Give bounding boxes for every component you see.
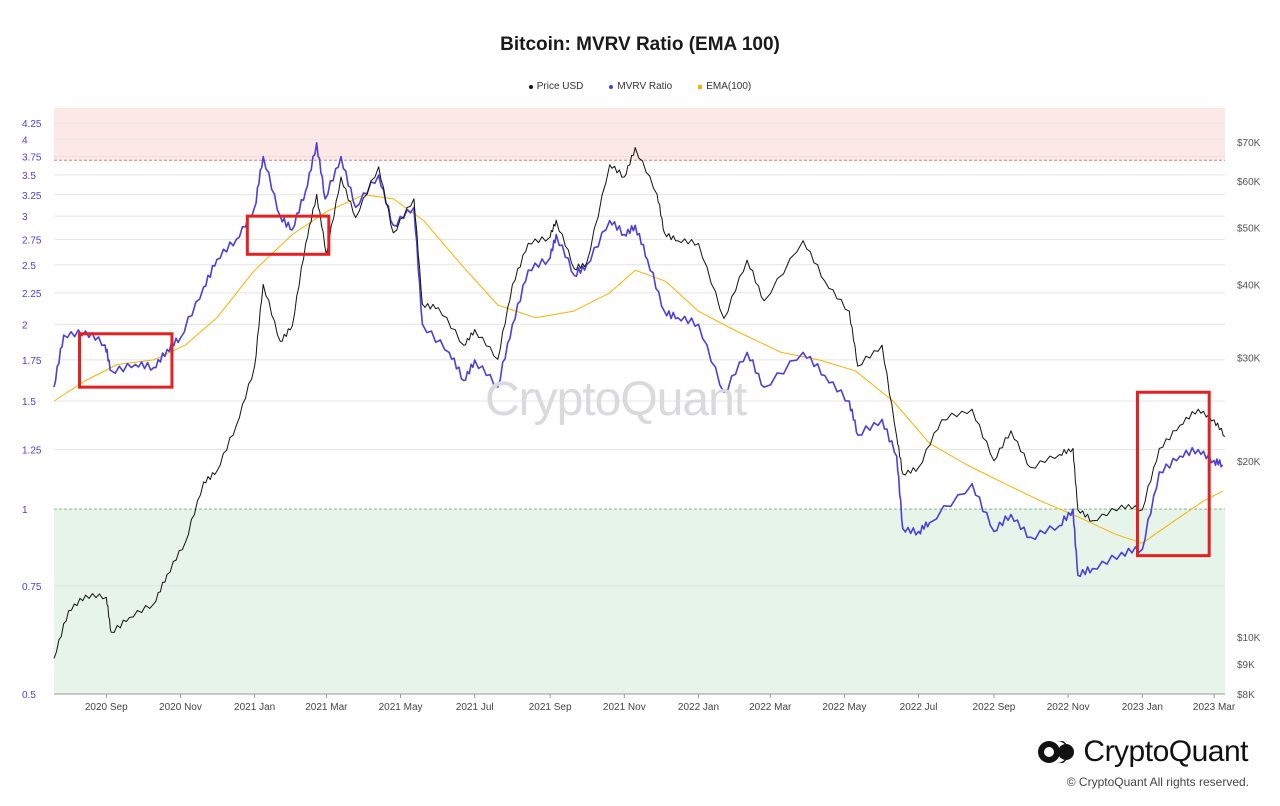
- x-tick-label: 2021 Jan: [234, 702, 275, 713]
- highlight-box: [1135, 390, 1211, 558]
- chart-legend: Price USD MVRV Ratio EMA(100): [0, 81, 1280, 92]
- x-tick-label: 2020 Nov: [159, 702, 202, 713]
- legend-marker-price: [528, 84, 533, 89]
- brand-logo: CryptoQuant: [1037, 735, 1248, 769]
- watermark: CryptoQuant: [485, 373, 747, 426]
- y-left-tick-label: 0.5: [22, 690, 36, 701]
- y-left-tick-label: 3.5: [22, 171, 36, 182]
- y-left-tick-label: 1.5: [22, 397, 36, 408]
- y-right-tick-label: $8K: [1237, 690, 1255, 701]
- y-left-tick-label: 1: [22, 505, 28, 516]
- y-right-tick-label: $10K: [1237, 633, 1261, 644]
- threshold-band: [54, 108, 1225, 161]
- x-tick-label: 2022 Jan: [678, 702, 719, 713]
- x-tick-label: 2021 Mar: [305, 702, 348, 713]
- x-tick-label: 2021 May: [379, 702, 423, 713]
- annotation-boxes: [78, 214, 1211, 558]
- y-left-tick-label: 2.25: [22, 289, 42, 300]
- y-left-tick-label: 3.75: [22, 153, 42, 164]
- x-tick-label: 2022 Nov: [1047, 702, 1090, 713]
- y-right-tick-label: $50K: [1237, 224, 1261, 235]
- x-axis: 2020 Sep 2020 Nov 2021 Jan 2021 Mar 2021 May…: [54, 693, 1236, 713]
- chart-title: Bitcoin: MVRV Ratio (EMA 100): [500, 34, 780, 55]
- series-line-ema-100-: [53, 194, 1223, 544]
- y-left-tick-label: 1.75: [22, 356, 42, 367]
- y-axis-left: 0.5 0.75 1 1.25 1.5 1.75 2 2.25 2.5 2.75 3 3.25 3.5 3…: [22, 119, 42, 701]
- copyright-text: © CryptoQuant All rights reserved.: [1066, 775, 1249, 789]
- y-axis-right: $8K $9K $10K $20K $30K $40K $50K $60K $70K: [1237, 138, 1261, 701]
- threshold-band: [54, 509, 1225, 694]
- x-tick-label: 2023 Jan: [1122, 702, 1163, 713]
- y-left-tick-label: 1.25: [22, 446, 42, 457]
- y-left-tick-label: 4: [22, 135, 28, 146]
- x-tick-label: 2021 Jul: [456, 702, 494, 713]
- y-right-tick-label: $9K: [1237, 660, 1255, 671]
- y-left-tick-label: 2.5: [22, 261, 36, 272]
- x-tick-label: 2021 Sep: [529, 702, 572, 713]
- series-line-price-usd: [53, 147, 1226, 659]
- highlight-box: [78, 332, 174, 389]
- x-tick-label: 2023 Mar: [1193, 702, 1236, 713]
- x-tick-label: 2020 Sep: [85, 702, 128, 713]
- legend-marker-mvrv: [609, 84, 614, 89]
- y-left-tick-label: 2: [22, 320, 28, 331]
- legend-item-price[interactable]: Price USD: [528, 81, 584, 92]
- highlight-box: [245, 214, 331, 256]
- series-line-mvrv-ratio: [53, 142, 1224, 578]
- legend-label-price: Price USD: [536, 81, 584, 92]
- y-right-tick-label: $70K: [1237, 138, 1261, 149]
- x-tick-label: 2022 May: [822, 702, 866, 713]
- legend-label-mvrv: MVRV Ratio: [617, 81, 673, 92]
- y-left-tick-label: 3: [22, 212, 28, 223]
- legend-marker-ema: [698, 84, 703, 89]
- y-left-tick-label: 0.75: [22, 582, 42, 593]
- legend-item-mvrv[interactable]: MVRV Ratio: [609, 81, 672, 92]
- threshold-bands: [54, 108, 1225, 694]
- brand-name: CryptoQuant: [1083, 735, 1248, 768]
- y-right-tick-label: $40K: [1237, 280, 1261, 291]
- y-left-tick-label: 2.75: [22, 235, 42, 246]
- x-tick-label: 2022 Mar: [749, 702, 792, 713]
- y-left-tick-label: 3.25: [22, 191, 42, 202]
- y-right-tick-label: $30K: [1237, 354, 1261, 365]
- y-right-tick-label: $60K: [1237, 177, 1261, 188]
- x-tick-label: 2022 Sep: [973, 702, 1016, 713]
- cryptoquant-logo-icon: [1038, 741, 1075, 763]
- y-left-tick-label: 4.25: [22, 119, 42, 130]
- legend-label-ema: EMA(100): [706, 81, 752, 92]
- y-right-tick-label: $20K: [1237, 457, 1261, 468]
- series-lines: [53, 142, 1226, 659]
- legend-item-ema[interactable]: EMA(100): [698, 81, 751, 92]
- x-tick-label: 2021 Nov: [603, 702, 646, 713]
- x-tick-label: 2022 Jul: [900, 702, 938, 713]
